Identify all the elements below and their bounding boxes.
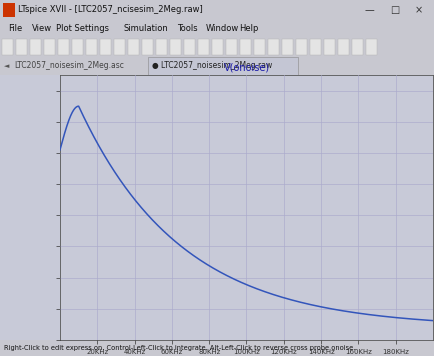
Bar: [226, 39, 237, 55]
Bar: [267, 39, 278, 55]
Bar: [240, 39, 250, 55]
Bar: [58, 39, 69, 55]
Text: Right-Click to edit express on. Control-Left-Click to integrate. Alt-Left-Click : Right-Click to edit express on. Control-…: [4, 345, 355, 351]
Bar: [141, 39, 153, 55]
Text: Window: Window: [205, 24, 239, 33]
Bar: [184, 39, 194, 55]
Bar: [337, 39, 348, 55]
Text: □: □: [389, 5, 398, 15]
Text: LTC2057_noisesim_2Meg.asc: LTC2057_noisesim_2Meg.asc: [14, 62, 124, 70]
Bar: [3, 3, 15, 17]
Text: ×: ×: [414, 5, 422, 15]
Bar: [16, 39, 27, 55]
Bar: [197, 39, 208, 55]
Bar: [365, 39, 376, 55]
Bar: [295, 39, 306, 55]
Bar: [281, 39, 293, 55]
Bar: [351, 39, 362, 55]
Bar: [86, 39, 97, 55]
Title: V(onoise): V(onoise): [223, 63, 269, 73]
Text: File: File: [8, 24, 22, 33]
Text: LTspice XVII - [LTC2057_ncisesim_2Meg.raw]: LTspice XVII - [LTC2057_ncisesim_2Meg.ra…: [18, 5, 202, 15]
Bar: [156, 39, 167, 55]
Bar: [30, 39, 41, 55]
Text: Simulation: Simulation: [124, 24, 168, 33]
Text: Tools: Tools: [176, 24, 197, 33]
Text: View: View: [32, 24, 52, 33]
Bar: [170, 39, 181, 55]
Bar: [148, 57, 297, 75]
Bar: [323, 39, 334, 55]
Text: Plot Settings: Plot Settings: [56, 24, 109, 33]
Text: ● LTC2057_noisesim_2Meg.raw: ● LTC2057_noisesim_2Meg.raw: [151, 62, 272, 70]
Bar: [114, 39, 125, 55]
Text: —: —: [364, 5, 374, 15]
Bar: [128, 39, 139, 55]
Bar: [211, 39, 223, 55]
Bar: [44, 39, 55, 55]
Bar: [253, 39, 264, 55]
Text: ◄: ◄: [4, 63, 10, 69]
Bar: [100, 39, 111, 55]
Bar: [72, 39, 83, 55]
Text: Help: Help: [239, 24, 258, 33]
Bar: [2, 39, 13, 55]
Bar: [309, 39, 320, 55]
